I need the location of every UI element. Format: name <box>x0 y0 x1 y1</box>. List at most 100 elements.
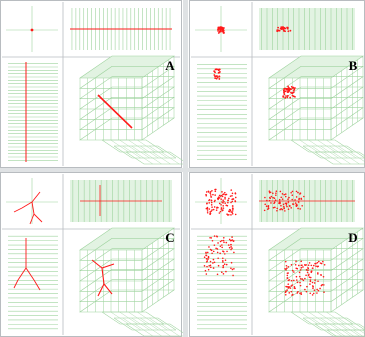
data-point <box>217 27 220 29</box>
data-point <box>294 199 296 201</box>
data-point <box>267 206 270 208</box>
data-point <box>208 246 210 248</box>
data-point <box>309 292 312 295</box>
data-point <box>292 95 295 98</box>
panel-label: A <box>165 58 175 73</box>
data-point <box>206 251 209 254</box>
data-point <box>283 207 285 210</box>
data-point <box>276 207 279 210</box>
data-point <box>220 208 223 210</box>
data-point <box>213 74 216 76</box>
data-point <box>316 288 318 291</box>
data-point <box>222 264 225 267</box>
data-point <box>207 256 210 259</box>
data-point <box>219 245 222 248</box>
data-point <box>215 247 217 250</box>
data-point <box>212 193 214 196</box>
data-point <box>284 193 287 195</box>
data-point <box>294 87 296 89</box>
data-point <box>210 210 213 212</box>
branch <box>29 213 35 225</box>
data-point <box>217 196 220 198</box>
data-point <box>222 266 224 269</box>
data-point <box>211 239 214 242</box>
data-point <box>283 90 285 93</box>
data-point <box>287 201 290 203</box>
data-point <box>222 202 224 204</box>
data-point <box>275 194 277 196</box>
data-point <box>283 88 286 90</box>
box-cascade <box>326 329 338 337</box>
data-point <box>312 267 314 269</box>
data-point <box>315 265 317 267</box>
branch <box>25 267 35 281</box>
data-point <box>214 71 216 74</box>
data-point <box>300 293 303 296</box>
data-point <box>299 292 301 295</box>
data-point <box>277 26 280 29</box>
data-point <box>214 190 217 193</box>
data-point <box>285 95 287 97</box>
panel-b: B <box>189 0 365 168</box>
data-point <box>292 86 295 89</box>
data-point <box>208 202 211 204</box>
data-point <box>299 284 302 287</box>
data-point <box>230 189 233 191</box>
data-point <box>268 190 271 192</box>
box-cascade <box>134 151 153 165</box>
data-point <box>299 208 302 210</box>
data-point <box>322 260 324 263</box>
data-point <box>283 93 286 96</box>
data-point <box>300 266 303 269</box>
data-point <box>280 204 282 207</box>
data-point <box>220 271 223 274</box>
data-point <box>285 267 288 270</box>
data-point <box>307 267 310 270</box>
data-point <box>216 75 218 77</box>
data-point <box>218 75 221 78</box>
data-point <box>233 268 235 270</box>
data-point <box>210 237 213 239</box>
data-point <box>206 211 209 214</box>
data-point <box>216 235 218 238</box>
data-point <box>215 188 217 191</box>
data-point <box>205 193 207 196</box>
data-point <box>218 202 221 205</box>
data-point <box>323 284 325 286</box>
data-point <box>210 201 213 204</box>
data-point <box>299 281 301 284</box>
box-cascade <box>323 151 342 165</box>
data-point <box>286 205 288 208</box>
data-point <box>318 260 320 263</box>
data-point <box>287 30 290 33</box>
data-point <box>317 265 319 268</box>
data-point <box>306 271 309 274</box>
data-point <box>234 200 236 202</box>
data-point <box>282 96 285 98</box>
data-point <box>216 251 219 254</box>
data-point <box>217 257 219 260</box>
data-point <box>218 68 221 71</box>
data-point <box>284 202 287 205</box>
box-cascade <box>350 151 365 163</box>
data-point <box>323 291 325 293</box>
data-point <box>211 206 213 208</box>
data-point <box>278 198 281 201</box>
data-point <box>280 26 283 29</box>
data-point <box>312 292 315 295</box>
data-point <box>212 267 215 269</box>
data-point <box>309 280 312 283</box>
data-point <box>295 190 298 193</box>
data-point <box>290 285 292 287</box>
data-point <box>227 244 230 246</box>
data-point <box>287 279 290 282</box>
data-point <box>221 209 224 212</box>
data-point <box>295 267 298 270</box>
data-point <box>203 256 206 259</box>
data-point <box>300 278 302 280</box>
data-point <box>302 266 304 268</box>
data-point <box>223 241 225 244</box>
data-point <box>319 262 322 264</box>
box-cascade <box>353 329 365 337</box>
data-point <box>284 96 287 99</box>
